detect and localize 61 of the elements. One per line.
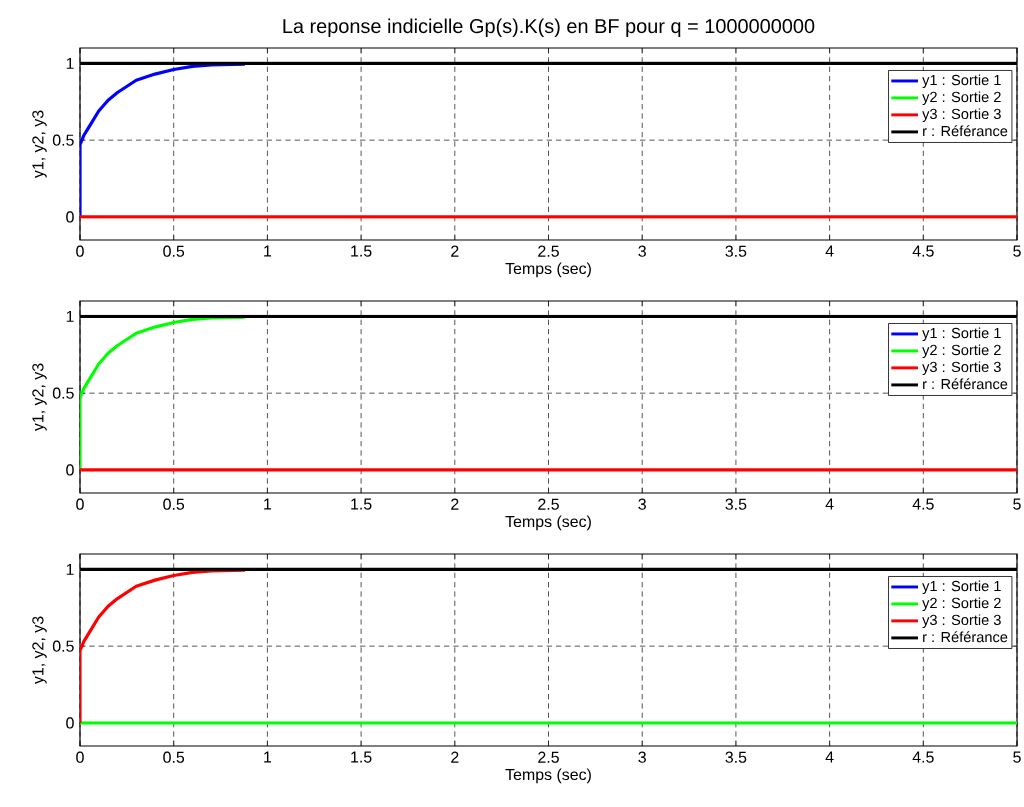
x-tick-label: 0: [76, 751, 84, 763]
legend-label: y1 : Sortie 1: [922, 327, 1001, 342]
x-tick-label: 2: [451, 498, 459, 510]
x-tick-label: 1: [264, 751, 272, 763]
x-tick-label: 2.5: [538, 245, 559, 257]
x-tick-label: 3: [638, 751, 646, 763]
y-axis-title: y1, y2, y3: [32, 363, 47, 432]
x-tick-label: 0.5: [163, 751, 185, 763]
x-tick-label: 3: [638, 498, 646, 510]
x-tick-label: 3.5: [725, 498, 747, 510]
x-tick-label: 0.5: [163, 498, 185, 510]
legend-label: y2 : Sortie 2: [922, 344, 1001, 359]
legend-label: y2 : Sortie 2: [922, 597, 1001, 612]
y-tick-label: 1: [66, 310, 74, 322]
x-tick-label: 4: [825, 498, 834, 510]
y-tick-label: 0.5: [52, 640, 74, 652]
legend-label: r : Référance: [923, 378, 1008, 390]
x-tick-label: 4.5: [912, 245, 934, 257]
x-tick-label: 3: [638, 245, 646, 257]
legend-label: y1 : Sortie 1: [922, 74, 1001, 89]
x-tick-label: 1: [264, 245, 272, 257]
x-tick-label: 0.5: [163, 245, 185, 257]
legend-label: y2 : Sortie 2: [922, 91, 1001, 106]
x-tick-label: 2: [451, 245, 459, 257]
x-tick-label: 1.5: [351, 498, 372, 510]
x-tick-label: 4: [825, 751, 834, 763]
x-tick-label: 1.5: [351, 751, 372, 763]
x-tick-label: 2.5: [538, 498, 559, 510]
x-tick-label: 4.5: [912, 751, 934, 763]
x-tick-label: 3.5: [725, 245, 747, 257]
x-tick-label: 0: [76, 245, 84, 257]
x-tick-label: 5: [1013, 751, 1021, 763]
x-tick-label: 2.5: [538, 751, 559, 763]
legend-label: r : Référance: [923, 125, 1008, 137]
x-axis-title: Temps (sec): [505, 515, 591, 531]
x-tick-label: 4.5: [912, 498, 934, 510]
chart-title: La reponse indicielle Gp(s).K(s) en BF pour q = 1000000000: [283, 18, 815, 38]
x-axis-title: Temps (sec): [505, 262, 591, 278]
x-tick-label: 5: [1013, 498, 1021, 510]
y-tick-label: 0.5: [52, 134, 74, 146]
y-tick-label: 0: [66, 211, 74, 223]
y-axis-title: y1, y2, y3: [32, 110, 47, 179]
y-tick-label: 0.5: [52, 387, 74, 399]
legend-label: y3 : Sortie 3: [922, 108, 1001, 122]
x-tick-label: 0: [76, 498, 84, 510]
y-tick-label: 1: [66, 563, 74, 575]
legend-label: r : Référance: [923, 631, 1008, 643]
y-tick-label: 0: [66, 464, 74, 476]
y-tick-label: 1: [66, 57, 74, 69]
x-tick-label: 3.5: [725, 751, 747, 763]
x-tick-label: 4: [825, 245, 834, 257]
x-axis-title: Temps (sec): [505, 768, 591, 784]
legend-label: y3 : Sortie 3: [922, 614, 1001, 628]
legend-label: y1 : Sortie 1: [922, 580, 1001, 595]
x-tick-label: 5: [1013, 245, 1021, 257]
legend-label: y3 : Sortie 3: [922, 361, 1001, 375]
y-axis-title: y1, y2, y3: [32, 616, 47, 685]
y-tick-label: 0: [66, 717, 74, 729]
x-tick-label: 2: [451, 751, 459, 763]
x-tick-label: 1: [264, 498, 272, 510]
x-tick-label: 1.5: [351, 245, 372, 257]
